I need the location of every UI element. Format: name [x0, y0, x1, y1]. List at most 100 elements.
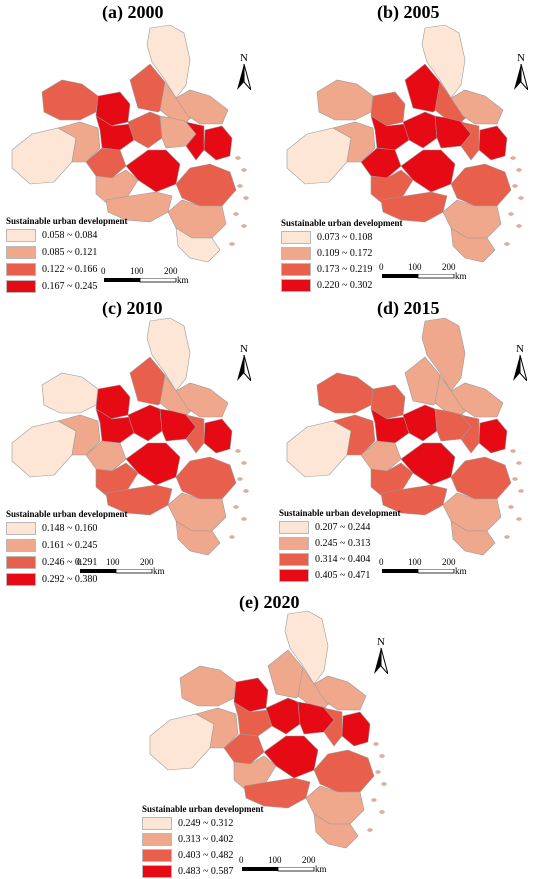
region-west-b — [332, 414, 376, 456]
north-arrow: N — [513, 343, 528, 384]
region-south-big — [400, 442, 456, 486]
scale-unit: km — [315, 864, 327, 874]
legend-label: 0.313 ~ 0.402 — [178, 834, 234, 845]
north-arrow-icon — [374, 647, 389, 675]
legend-label: 0.167 ~ 0.245 — [42, 281, 98, 292]
region-south-w — [95, 169, 139, 205]
legend-swatch — [142, 833, 172, 846]
island — [518, 196, 524, 200]
region-center-w — [370, 408, 410, 444]
legend-item: 0.173 ~ 0.219 — [281, 263, 372, 276]
region-center-w — [233, 701, 273, 737]
legend-swatch — [279, 521, 309, 534]
scale-tick-200: 200 — [140, 557, 154, 567]
region-map — [286, 24, 524, 263]
legend-label: 0.314 ~ 0.404 — [315, 554, 371, 565]
scale-tick-0: 0 — [239, 855, 244, 865]
region-northwest — [316, 79, 374, 121]
north-label: N — [240, 52, 248, 64]
legend-item: 0.249 ~ 0.312 — [142, 817, 233, 830]
north-label: N — [517, 52, 525, 64]
region-center — [402, 404, 438, 442]
legend-label: 0.483 ~ 0.587 — [178, 866, 234, 877]
panel-title: (a) 2000 — [102, 2, 164, 22]
region-shanghai — [203, 125, 233, 161]
legend-label: 0.249 ~ 0.312 — [178, 818, 234, 829]
region-shanghai — [203, 418, 233, 454]
region-west-a — [11, 420, 77, 478]
scale-tick-200: 200 — [302, 855, 316, 865]
scale-bar-graphic — [382, 274, 455, 279]
region-west-b — [195, 707, 239, 749]
legend-swatch — [6, 522, 36, 535]
legend-item: 0.161 ~ 0.245 — [6, 539, 97, 552]
region-center — [127, 111, 163, 149]
region-south-w — [370, 169, 414, 205]
legend-item: 0.403 ~ 0.482 — [142, 849, 233, 862]
island — [504, 535, 510, 539]
island — [373, 742, 379, 746]
region-west-a — [286, 127, 352, 185]
legend-item: 0.085 ~ 0.121 — [6, 246, 97, 259]
legend-swatch — [281, 263, 311, 276]
legend-label: 0.085 ~ 0.121 — [42, 247, 98, 258]
island — [379, 754, 385, 758]
region-se-a — [450, 163, 512, 207]
scale-unit: km — [153, 566, 165, 576]
panel-title: (d) 2015 — [377, 298, 440, 318]
legend-swatch — [279, 553, 309, 566]
scale-tick-200: 200 — [164, 266, 178, 276]
legend-label: 0.073 ~ 0.108 — [317, 232, 373, 243]
region-center-w — [95, 408, 135, 444]
legend-item: 0.245 ~ 0.313 — [279, 537, 370, 550]
island — [512, 184, 518, 188]
island — [510, 449, 516, 453]
region-south-big — [125, 442, 181, 486]
island — [229, 242, 235, 246]
north-arrow: N — [374, 636, 389, 677]
region-west-a — [286, 420, 352, 478]
region-map — [286, 317, 524, 556]
legend-label: 0.207 ~ 0.244 — [315, 522, 371, 533]
legend-title: Sustainable urban development — [6, 216, 128, 226]
region-north-tip — [421, 317, 466, 392]
scale-tick-100: 100 — [408, 557, 422, 567]
region-se-a — [450, 456, 512, 500]
region-map — [11, 24, 249, 263]
legend-item: 0.313 ~ 0.402 — [142, 833, 233, 846]
legend-label: 0.405 ~ 0.471 — [315, 570, 371, 581]
island — [381, 782, 387, 786]
legend-title: Sustainable urban development — [281, 218, 403, 228]
island — [375, 770, 381, 774]
region-center — [265, 697, 301, 735]
legend-item: 0.483 ~ 0.587 — [142, 865, 233, 878]
island — [243, 196, 249, 200]
island — [235, 449, 241, 453]
panel-d: (d) 2015 N Sustainable urban development… — [275, 293, 550, 586]
region-se-a — [313, 749, 375, 793]
region-northwest — [41, 79, 99, 121]
north-arrow-icon — [237, 354, 252, 382]
legend-item: 0.167 ~ 0.245 — [6, 280, 97, 293]
north-arrow: N — [237, 343, 252, 384]
region-northwest — [179, 665, 237, 707]
scale-tick-0: 0 — [379, 557, 384, 567]
island — [516, 461, 522, 465]
north-arrow: N — [514, 52, 529, 93]
legend-swatch — [142, 849, 172, 862]
region-north-tip — [146, 317, 191, 392]
scale-unit: km — [177, 275, 189, 285]
region-map — [11, 317, 249, 556]
island — [518, 489, 524, 493]
legend-swatch — [6, 263, 36, 276]
island — [371, 798, 377, 802]
legend-item: 0.314 ~ 0.404 — [279, 553, 370, 566]
legend-label: 0.403 ~ 0.482 — [178, 850, 234, 861]
scale-tick-100: 100 — [408, 262, 422, 272]
panel-title: (b) 2005 — [377, 2, 440, 22]
region-center-w — [370, 115, 410, 151]
region-east-a — [323, 707, 343, 747]
scale-tick-0: 0 — [77, 557, 82, 567]
scale-tick-200: 200 — [442, 262, 456, 272]
legend-swatch — [6, 556, 36, 569]
